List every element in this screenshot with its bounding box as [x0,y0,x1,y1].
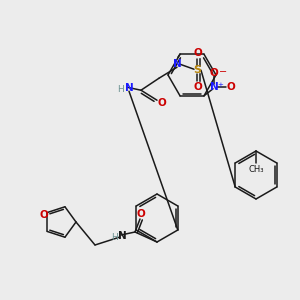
Text: O: O [158,98,166,108]
Text: +: + [217,82,223,88]
Text: N: N [118,231,126,241]
Text: H: H [111,232,117,242]
Text: H: H [118,85,124,94]
Text: O: O [194,48,202,58]
Text: O: O [226,82,236,92]
Text: N: N [210,82,218,92]
Text: O: O [210,68,218,78]
Text: O: O [40,210,48,220]
Text: O: O [194,82,202,92]
Text: CH₃: CH₃ [248,164,264,173]
Text: S: S [193,65,201,75]
Text: O: O [136,209,146,219]
Text: N: N [124,83,134,93]
Text: N: N [172,59,182,69]
Text: −: − [219,67,227,77]
